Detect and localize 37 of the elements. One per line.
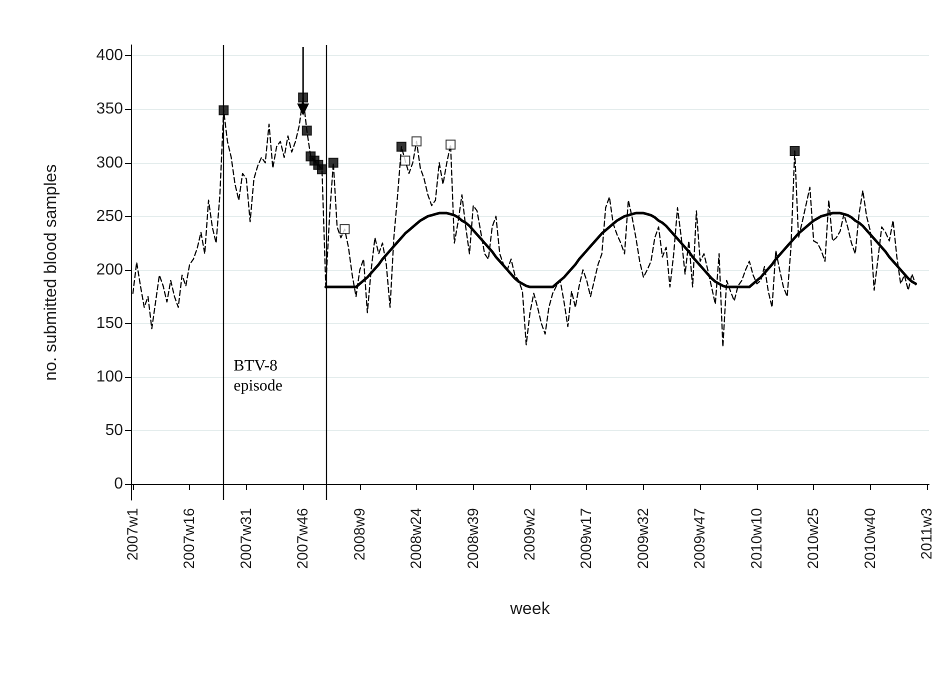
y-tick-label: 400 bbox=[96, 47, 124, 64]
y-tick-label: 300 bbox=[96, 154, 124, 172]
x-tick-label: 2010w40 bbox=[862, 508, 879, 569]
point bbox=[340, 224, 350, 234]
y-tick-label: 0 bbox=[114, 475, 124, 492]
x-tick-label: 2009w17 bbox=[578, 508, 596, 569]
point bbox=[316, 164, 327, 174]
x-tick-label: 2010w25 bbox=[805, 508, 822, 569]
point bbox=[218, 105, 229, 116]
x-tick-label: 2010w10 bbox=[748, 508, 766, 569]
annotation: BTV-8 episode bbox=[234, 358, 283, 395]
point bbox=[400, 156, 410, 166]
x-tick-label: 2007w16 bbox=[181, 508, 198, 569]
x-tick-label: 2009w32 bbox=[634, 508, 652, 569]
x-tick-label: 2007w46 bbox=[294, 508, 312, 569]
x-tick-label: 2008w24 bbox=[408, 508, 426, 569]
point bbox=[302, 126, 312, 136]
y-axis-title: no. submitted blood samples bbox=[41, 164, 60, 381]
y-tick-label: 200 bbox=[96, 261, 124, 278]
y-tick-label: 50 bbox=[105, 422, 124, 439]
y-tick-label: 150 bbox=[96, 314, 124, 332]
y-tick-label: 100 bbox=[96, 368, 124, 386]
x-tick-label: 2011w3 bbox=[918, 508, 936, 560]
point bbox=[328, 158, 338, 168]
x-tick-label: 2009w47 bbox=[692, 508, 709, 569]
x-tick-label: 2009w2 bbox=[522, 508, 538, 561]
y-tick-label: 350 bbox=[96, 100, 124, 118]
point bbox=[412, 136, 422, 146]
point bbox=[446, 140, 456, 150]
x-tick-label: 2007w1 bbox=[124, 508, 142, 561]
point bbox=[790, 146, 800, 156]
y-tick-label: 250 bbox=[96, 208, 124, 225]
point bbox=[396, 142, 406, 152]
x-tick-label: 2008w9 bbox=[351, 508, 368, 561]
x-axis-title: week bbox=[509, 599, 550, 618]
x-tick-label: 2008w39 bbox=[464, 508, 482, 569]
x-tick-label: 2007w31 bbox=[238, 508, 255, 569]
